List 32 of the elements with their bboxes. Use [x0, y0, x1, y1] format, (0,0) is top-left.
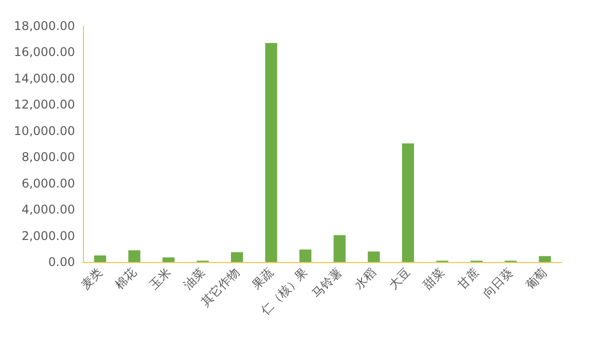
x-tick-label: 棉花 [112, 265, 140, 292]
y-tick-label: 6,000.00 [22, 176, 75, 190]
x-tick-label: 玉米 [146, 265, 174, 292]
y-tick-label: 8,000.00 [22, 150, 75, 164]
bar [162, 257, 175, 262]
bar [265, 43, 278, 262]
x-tick-label: 甜菜 [420, 265, 448, 292]
y-tick-label: 2,000.00 [22, 228, 75, 243]
y-tick-label: 14,000.00 [14, 71, 75, 86]
bar [334, 235, 346, 262]
x-tick-label: 向日葵 [480, 265, 516, 300]
x-tick-label: 马铃薯 [309, 265, 345, 300]
x-tick-label: 麦类 [78, 265, 106, 292]
bar [94, 255, 106, 262]
x-tick-label: 油菜 [180, 265, 208, 292]
y-tick-label: 0.00 [48, 255, 75, 269]
y-tick-label: 18,000.00 [14, 19, 75, 33]
y-tick-label: 4,000.00 [22, 202, 75, 217]
bar [230, 252, 243, 262]
bar [128, 250, 140, 262]
y-tick-label: 10,000.00 [14, 124, 75, 138]
x-tick-label: 果蔬 [249, 265, 276, 292]
x-tick-label: 甘蔗 [454, 265, 482, 292]
x-tick-label: 水稻 [352, 265, 379, 292]
bar [368, 252, 380, 262]
x-tick-label: 葡萄 [522, 265, 550, 292]
x-tick-label: 大豆 [386, 265, 413, 292]
bar [538, 256, 551, 262]
bar [402, 143, 414, 262]
y-tick-label: 16,000.00 [14, 45, 75, 60]
y-tick-label: 12,000.00 [14, 98, 75, 112]
bar [299, 250, 312, 262]
